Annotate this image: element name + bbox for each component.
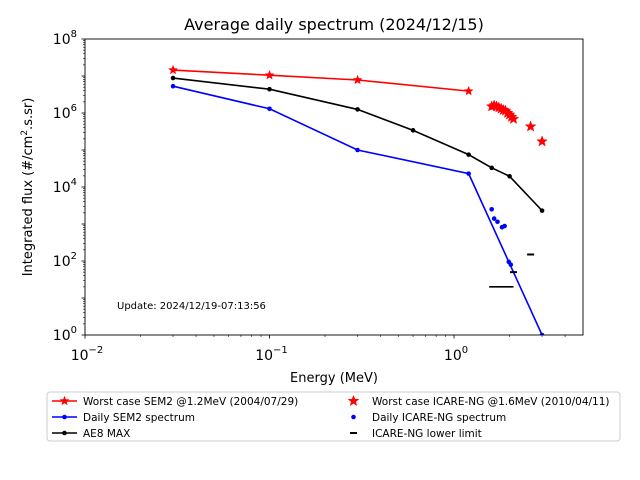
data-point	[491, 216, 497, 221]
data-point	[495, 219, 500, 225]
data-point	[267, 86, 272, 92]
legend-entry: AE8 MAX	[52, 428, 130, 440]
data-point	[489, 165, 494, 171]
y-axis-label: Integrated flux (#/cm2.s.sr)	[20, 98, 36, 277]
update-annotation: Update: 2024/12/19-07:13:56	[117, 301, 266, 312]
legend-label: Daily ICARE-NG spectrum	[372, 412, 506, 424]
series-line	[172, 85, 543, 335]
legend-entry: Worst case ICARE-NG @1.6MeV (2010/04/11)	[347, 394, 610, 408]
star-point	[167, 64, 179, 75]
y-tick-label: 100	[53, 325, 77, 344]
legend-box	[46, 391, 621, 442]
x-axis-label: Energy (MeV)	[290, 371, 378, 386]
data-point	[502, 223, 507, 229]
legend-marker	[59, 395, 70, 406]
legend-marker	[351, 414, 356, 420]
data-point	[466, 171, 471, 176]
data-point	[539, 332, 545, 335]
y-tick-label: 108	[53, 29, 77, 48]
y-tick-label: 104	[53, 177, 77, 196]
data-point	[508, 262, 514, 267]
star-point	[264, 69, 275, 80]
chart-title: Average daily spectrum (2024/12/15)	[184, 15, 484, 34]
star-point	[507, 112, 520, 124]
legend-marker	[347, 394, 360, 407]
legend-entry: Daily SEM2 spectrum	[52, 412, 195, 424]
data-point	[170, 75, 176, 81]
legend: Worst case SEM2 @1.2MeV (2004/07/29) Dail…	[46, 391, 621, 442]
legend-label: ICARE-NG lower limit	[372, 428, 482, 440]
data-point	[489, 206, 494, 212]
y-tick-label: 102	[53, 251, 77, 270]
series-line	[172, 77, 543, 212]
series-line	[172, 69, 469, 92]
legend-label: Worst case ICARE-NG @1.6MeV (2010/04/11)	[372, 396, 610, 408]
x-tick-label: 10−2	[71, 345, 104, 364]
data-point	[410, 128, 416, 133]
data-point	[355, 107, 360, 112]
data-point	[466, 152, 471, 157]
y-tick-label: 106	[53, 103, 77, 122]
x-tick-label: 100	[444, 345, 468, 364]
legend-entry: Worst case SEM2 @1.2MeV (2004/07/29)	[52, 395, 298, 408]
legend-marker	[62, 414, 67, 420]
legend-label: AE8 MAX	[83, 428, 130, 440]
data-point	[507, 173, 512, 179]
data-point	[267, 106, 272, 112]
x-tick-label: 10−1	[255, 345, 288, 364]
plot-frame	[84, 38, 584, 336]
star-point	[536, 135, 548, 147]
plot-area: 10−2 10−1 100 100 102 104 106 108	[53, 29, 584, 364]
data-point	[355, 147, 360, 153]
data-point	[539, 208, 545, 213]
legend-label: Worst case SEM2 @1.2MeV (2004/07/29)	[83, 396, 298, 408]
legend-label: Daily SEM2 spectrum	[83, 412, 195, 424]
star-point	[524, 120, 537, 132]
legend-marker	[62, 430, 67, 436]
star-point	[352, 74, 363, 85]
data-point	[170, 83, 176, 89]
star-point	[463, 85, 474, 96]
legend-entry: Daily ICARE-NG spectrum	[351, 412, 506, 424]
legend-entry: ICARE-NG lower limit	[350, 428, 482, 440]
data-layer	[167, 64, 548, 335]
